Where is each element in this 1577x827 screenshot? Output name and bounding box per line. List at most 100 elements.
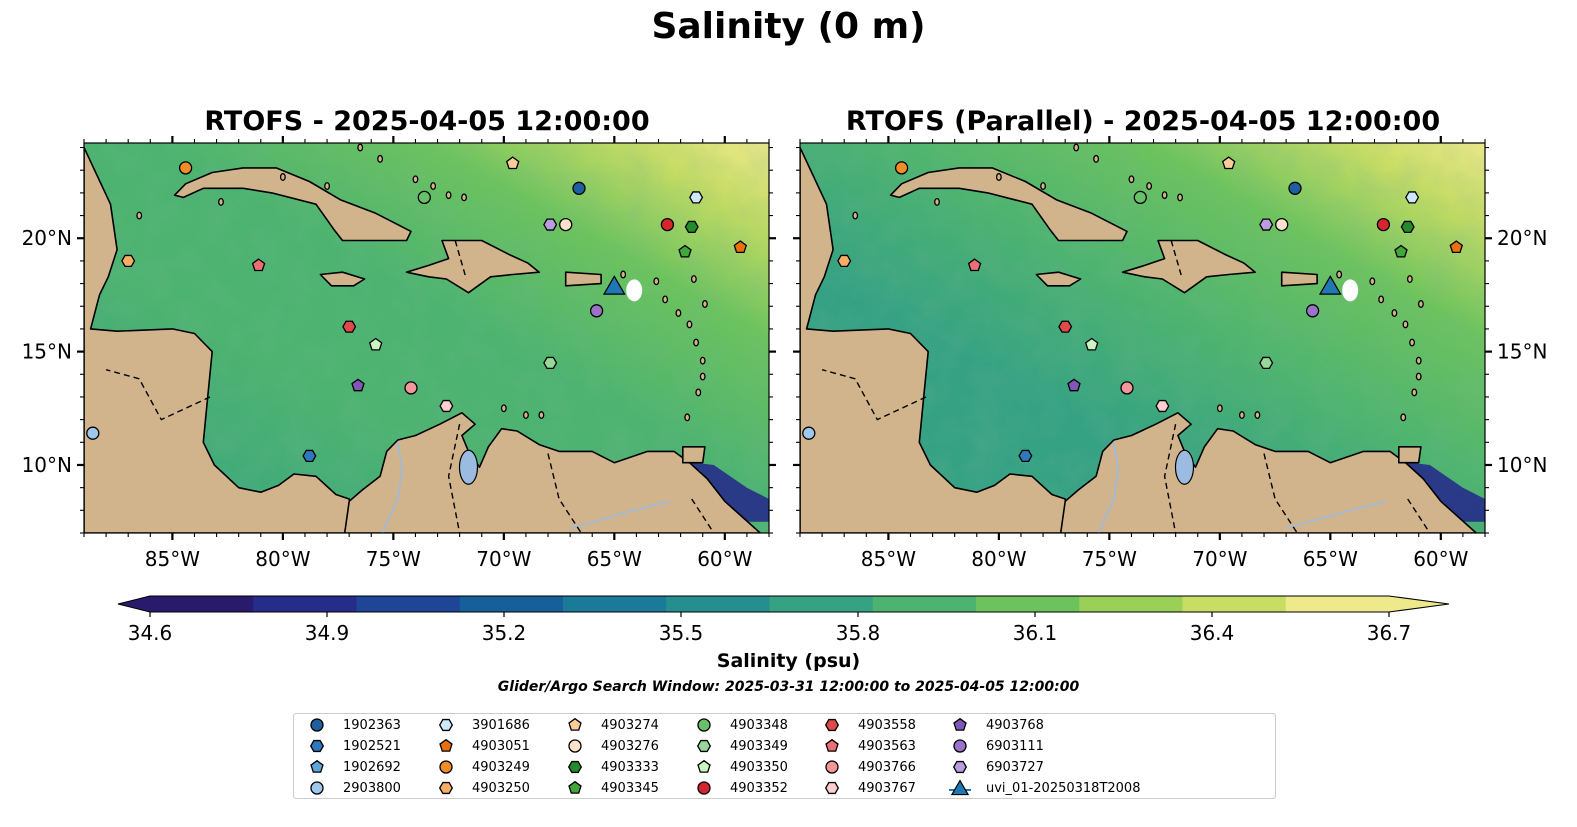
island <box>218 198 224 206</box>
land-puertorico <box>564 271 602 287</box>
island <box>699 372 706 381</box>
island <box>461 193 468 202</box>
legend-pentagon-icon <box>953 717 967 731</box>
legend-marker <box>697 759 711 773</box>
border-2 <box>1163 424 1177 533</box>
colorbar-tick-label: 35.8 <box>836 621 881 645</box>
marker-6903727 <box>543 218 558 231</box>
island <box>1402 320 1409 329</box>
legend-marker <box>438 781 454 795</box>
legend-label: 6903727 <box>986 759 1044 775</box>
island <box>522 411 529 420</box>
marker-4903274 <box>1221 156 1236 170</box>
marker-4903350 <box>1084 337 1099 351</box>
lon-tick-label: 75°W <box>1082 547 1137 571</box>
figure-title: Salinity (0 m) <box>651 6 926 47</box>
legend-entry: 4903249 <box>435 757 530 777</box>
island <box>279 173 286 181</box>
legend-marker <box>439 738 453 752</box>
colorbar-extend-min <box>118 596 150 612</box>
float-markers <box>783 156 1464 463</box>
no-data-area <box>1342 279 1359 302</box>
colorbar-tick-label: 34.9 <box>305 621 350 645</box>
marker-4903349 <box>1259 356 1274 370</box>
island <box>1417 300 1424 308</box>
marker-4903250 <box>837 254 852 268</box>
island <box>1128 175 1135 184</box>
marker-uvi_01-20250318T2008 <box>602 275 626 295</box>
land-central <box>84 146 355 533</box>
land-trinidad <box>681 445 706 464</box>
legend-entry: 4903767 <box>821 778 916 798</box>
land-jamaica <box>1035 271 1082 287</box>
legend-hexagon-icon <box>696 739 712 753</box>
marker-1902521 <box>302 449 317 463</box>
marker-uvi_01-20250318T2008 <box>1318 275 1342 295</box>
legend-hexagon-icon <box>824 781 840 795</box>
legend-pentagon-icon <box>310 759 324 773</box>
legend-label: uvi_01-20250318T2008 <box>986 780 1141 796</box>
legend-marker <box>824 718 840 732</box>
island <box>1336 270 1343 279</box>
lon-tick-label: 60°W <box>697 547 752 571</box>
legend-pentagon-icon <box>697 759 711 773</box>
lon-tick-label: 70°W <box>1192 547 1247 571</box>
legend-hexagon-icon <box>824 718 840 732</box>
marker-4903349 <box>543 356 558 370</box>
island <box>1238 411 1245 420</box>
legend-circle-icon <box>825 760 839 774</box>
marker-4903767 <box>439 399 454 413</box>
island <box>686 320 693 329</box>
legend-label: 1902692 <box>343 759 401 775</box>
colorbar-segment <box>1182 596 1287 612</box>
island <box>445 191 452 200</box>
legend-entry: 4903276 <box>564 736 659 756</box>
colorbar-tick-label: 34.6 <box>128 621 173 645</box>
marker-4903345 <box>678 244 692 258</box>
map-panel-1: 85°W 80°W 75°W 70°W 65°W 60°W 20°N 15°N 10°N <box>22 136 776 571</box>
legend-entry: 4903768 <box>949 715 1044 735</box>
island <box>412 175 419 184</box>
marker-4903250 <box>121 254 136 268</box>
legend-circle-icon <box>697 718 711 732</box>
lat-tick-label: 15°N <box>1497 340 1547 364</box>
legend-marker <box>824 781 840 795</box>
island <box>377 154 384 163</box>
colorbar-segment <box>769 596 874 612</box>
search-window-caption: Glider/Argo Search Window: 2025-03-31 12… <box>497 679 1080 695</box>
marker-4903766 <box>404 381 418 395</box>
legend-entry: 2903800 <box>306 778 401 798</box>
marker-1902692 <box>783 402 795 413</box>
legend-label: 4903768 <box>986 717 1044 733</box>
island <box>699 356 706 365</box>
colorbar-segment <box>872 596 977 612</box>
legend-marker <box>439 760 453 774</box>
legend-label: 4903558 <box>858 717 916 733</box>
marker-4903276 <box>1275 217 1289 232</box>
island <box>620 270 627 279</box>
border-3 <box>1263 453 1298 533</box>
legend-marker <box>310 759 324 773</box>
legend-entry: 4903352 <box>693 778 788 798</box>
land-puertorico <box>1280 271 1318 287</box>
marker-1902363 <box>1288 181 1302 195</box>
marker-1902363 <box>572 181 586 195</box>
map-canvas: 85°W 80°W 75°W 70°W 65°W 60°W20°N15°N10°N85°W… <box>22 136 1547 571</box>
marker-3901686 <box>1405 191 1420 204</box>
colorbar-tick-label: 36.1 <box>1013 621 1058 645</box>
marker-4903051 <box>1449 240 1464 254</box>
legend-label: 4903349 <box>730 738 788 754</box>
marker-4903274 <box>505 156 520 170</box>
legend-marker <box>953 739 967 753</box>
lake-maracaibo <box>1174 449 1195 485</box>
lat-tick-label: 20°N <box>22 226 72 250</box>
marker-4903276 <box>559 217 573 232</box>
marker-4903768 <box>1067 378 1081 392</box>
legend-marker <box>953 717 967 731</box>
legend-marker <box>697 718 711 732</box>
marker-1902521 <box>1018 449 1033 463</box>
island <box>995 173 1002 181</box>
lon-tick-label: 85°W <box>145 547 200 571</box>
legend-marker <box>568 717 582 731</box>
marker-4903051 <box>733 240 748 254</box>
